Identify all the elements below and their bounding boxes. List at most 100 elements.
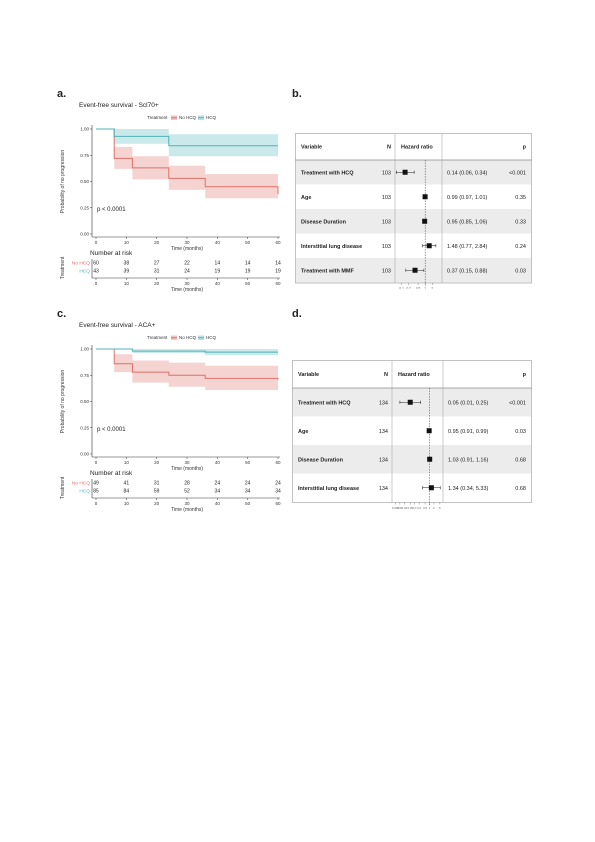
p-value: p < 0.0001 <box>97 207 126 213</box>
forest-point-estimate <box>407 399 413 405</box>
survival-curve-no-hcq <box>96 348 279 380</box>
forest-p-value: 0.33 <box>515 219 526 225</box>
x-tick-label: 30 <box>184 240 190 245</box>
forest-variable-label: Treatment with HCQ <box>301 170 354 176</box>
forest-variable-label: Age <box>298 429 308 435</box>
risk-count-hcq: 19 <box>245 269 251 275</box>
risk-y-axis-label: Treatment <box>60 476 66 499</box>
risk-count-hcq: 52 <box>184 489 190 495</box>
risk-count-no-hcq: 31 <box>154 481 160 487</box>
forest-header-hazard-ratio: Hazard ratio <box>401 145 433 151</box>
forest-p-value: 0.68 <box>515 457 526 463</box>
x-tick-label: 0 <box>95 460 98 465</box>
legend-label-hcq: HCQ <box>206 115 216 120</box>
forest-header-p: p <box>523 372 527 378</box>
forest-x-tick-label: 0.05 <box>408 506 414 510</box>
risk-count-hcq: 59 <box>154 489 160 495</box>
risk-x-tick-label: 40 <box>215 281 221 286</box>
forest-plot-aca: Variable N Hazard ratio p Treatment with HCQ… <box>292 360 532 510</box>
forest-n-value: 103 <box>382 170 391 176</box>
x-tick-label: 10 <box>124 240 130 245</box>
forest-row-shade <box>296 209 531 234</box>
risk-row-label-no-hcq: No HCQ <box>72 481 90 487</box>
survival-curve-hcq <box>96 128 278 147</box>
forest-x-tick-label: 1 <box>429 506 431 510</box>
x-axis-label: Time (months) <box>171 466 203 472</box>
risk-count-hcq: 85 <box>93 489 99 495</box>
km-chart-scl70: Event-free survival - Scl70+ Treatment No … <box>60 102 281 292</box>
risk-row-label-hcq: HCQ <box>79 489 90 495</box>
forest-p-value: <0.001 <box>509 400 526 406</box>
forest-variable-label: Treatment with MMF <box>301 268 355 274</box>
x-tick-label: 40 <box>215 240 221 245</box>
forest-x-tick-label: 0.02 <box>402 506 408 510</box>
risk-count-hcq: 19 <box>275 269 281 275</box>
risk-count-hcq: 24 <box>184 269 190 275</box>
y-tick-label: 1.00 <box>80 127 89 132</box>
forest-point-estimate <box>426 243 432 249</box>
risk-count-hcq: 19 <box>215 269 221 275</box>
forest-x-tick-label: 0.2 <box>407 287 412 290</box>
forest-hr-ci-text: 1.48 (0.77, 2.84) <box>447 244 488 250</box>
forest-n-value: 103 <box>382 268 391 274</box>
risk-x-tick-label: 50 <box>245 501 251 506</box>
risk-row-label-no-hcq: No HCQ <box>72 261 90 267</box>
forest-p-value: <0.001 <box>509 170 526 176</box>
x-tick-label: 50 <box>245 240 251 245</box>
forest-header-p: p <box>523 145 527 151</box>
x-tick-label: 20 <box>154 460 160 465</box>
risk-x-tick-label: 50 <box>245 281 251 286</box>
forest-point-estimate <box>426 428 432 434</box>
forest-hr-ci-text: 0.14 (0.06, 0.34) <box>447 170 488 176</box>
legend-label-hcq: HCQ <box>206 335 216 340</box>
x-tick-label: 40 <box>215 460 221 465</box>
risk-count-no-hcq: 27 <box>154 261 160 267</box>
forest-variable-label: Treatment with HCQ <box>298 400 351 406</box>
forest-point-estimate <box>412 267 418 273</box>
p-value: p < 0.0001 <box>97 427 126 433</box>
x-tick-label: 60 <box>275 240 281 245</box>
risk-table-title: Number at risk <box>90 250 133 257</box>
x-tick-label: 20 <box>154 240 160 245</box>
forest-hr-ci-text: 1.03 (0.91, 1.16) <box>448 457 489 463</box>
forest-plot-scl70: Variable N Hazard ratio p Treatment with HCQ… <box>295 133 532 289</box>
forest-variable-label: Age <box>301 195 311 201</box>
risk-count-no-hcq: 28 <box>184 481 190 487</box>
forest-x-tick-label: 0.2 <box>417 506 421 510</box>
ci-band-hcq <box>96 129 278 157</box>
panel-label-b: b. <box>292 88 302 100</box>
forest-point-estimate <box>422 218 428 224</box>
forest-n-value: 103 <box>382 244 391 250</box>
risk-x-tick-label: 40 <box>215 501 221 506</box>
forest-hr-ci-text: 0.05 (0.01, 0.25) <box>448 400 489 406</box>
y-axis-label: Probability of no progression <box>60 150 66 214</box>
chart-title: Event-free survival - ACA+ <box>79 322 156 329</box>
y-tick-label: 0.50 <box>80 179 89 184</box>
x-tick-label: 30 <box>184 460 190 465</box>
risk-count-hcq: 43 <box>93 269 99 275</box>
forest-p-value: 0.68 <box>515 486 526 492</box>
risk-x-tick-label: 60 <box>275 281 281 286</box>
forest-x-tick-label: 0.5 <box>423 506 427 510</box>
risk-x-tick-label: 20 <box>154 501 160 506</box>
forest-n-value: 134 <box>379 457 388 463</box>
forest-x-tick-label: 2 <box>433 506 435 510</box>
x-tick-label: 60 <box>275 460 281 465</box>
risk-count-hcq: 84 <box>124 489 130 495</box>
risk-count-hcq: 31 <box>154 269 160 275</box>
panel-label-d: d. <box>292 308 302 320</box>
risk-count-hcq: 39 <box>124 269 130 275</box>
risk-x-tick-label: 30 <box>184 281 190 286</box>
forest-x-tick-label: 2 <box>431 287 433 290</box>
risk-count-no-hcq: 49 <box>93 481 99 487</box>
forest-hr-ci-text: 0.95 (0.85, 1.06) <box>447 219 488 225</box>
y-tick-label: 0.25 <box>80 205 89 210</box>
risk-x-axis-label: Time (months) <box>171 287 203 292</box>
y-tick-label: 0.00 <box>80 232 89 237</box>
ci-band-hcq <box>96 349 278 356</box>
y-tick-label: 0.75 <box>80 373 89 378</box>
risk-count-hcq: 34 <box>275 489 281 495</box>
x-tick-label: 50 <box>245 460 251 465</box>
legend-label-no-hcq: No HCQ <box>179 115 197 120</box>
y-axis-label: Probability of no progression <box>60 370 66 434</box>
